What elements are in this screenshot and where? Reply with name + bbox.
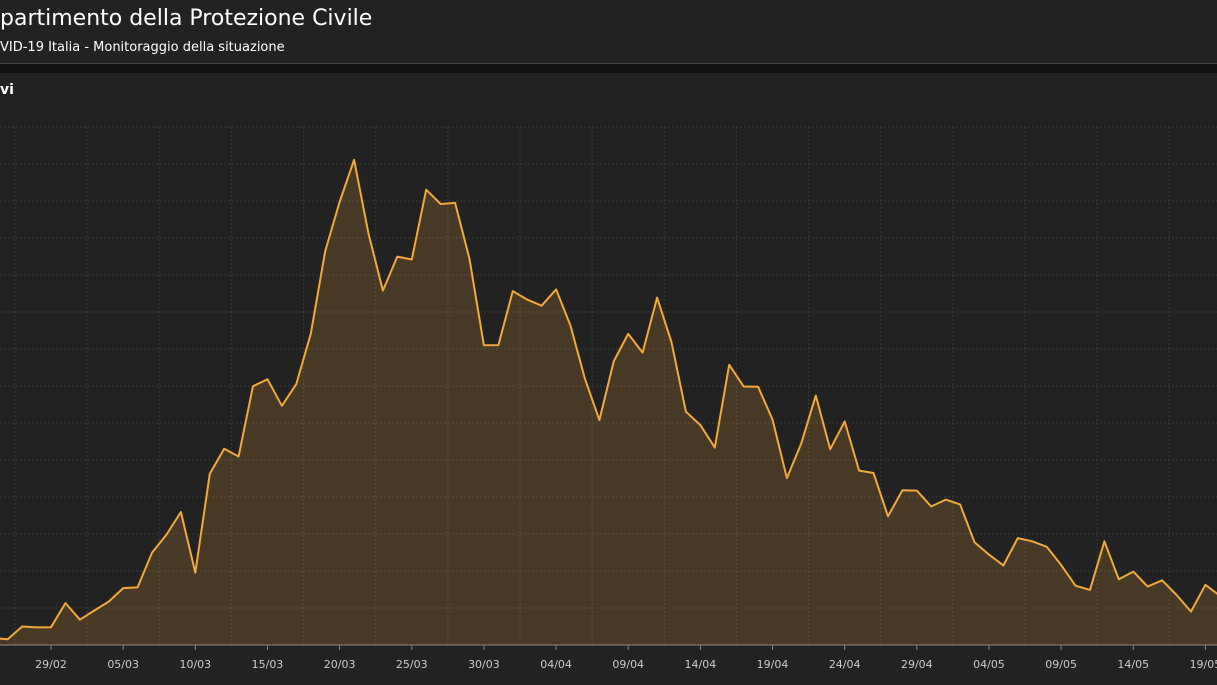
x-tick-label: 25/03 [396, 658, 428, 671]
x-tick-label: 29/02 [35, 658, 67, 671]
chart: vi 29/02 05/03 10/03 15/03 20/03 25/03 30/03 04… [0, 73, 1217, 685]
x-tick-label: 10/03 [179, 658, 211, 671]
x-tick-label: 30/03 [468, 658, 500, 671]
x-tick-label: 20/03 [324, 658, 356, 671]
area [0, 159, 1217, 645]
header-title: partimento della Protezione Civile [0, 6, 373, 31]
x-tick-label: 14/04 [685, 658, 717, 671]
x-tick-label: 09/04 [612, 658, 644, 671]
x-tick-label: 19/04 [757, 658, 789, 671]
x-tick-label: 19/05 [1190, 658, 1217, 671]
x-tick-label: 24/04 [829, 658, 861, 671]
header-subtitle: VID-19 Italia - Monitoraggio della situa… [0, 40, 285, 55]
x-tick-label: 29/04 [901, 658, 933, 671]
header: partimento della Protezione Civile VID-1… [0, 0, 1217, 64]
x-tick-label: 04/05 [973, 658, 1005, 671]
x-tick-label: 04/04 [540, 658, 572, 671]
x-tick-label: 14/05 [1117, 658, 1149, 671]
chart-title: vi [0, 82, 14, 98]
x-tick-label: 09/05 [1045, 658, 1077, 671]
x-tick-label: 15/03 [252, 658, 284, 671]
line [0, 158, 1217, 641]
x-tick-label: 05/03 [107, 658, 139, 671]
